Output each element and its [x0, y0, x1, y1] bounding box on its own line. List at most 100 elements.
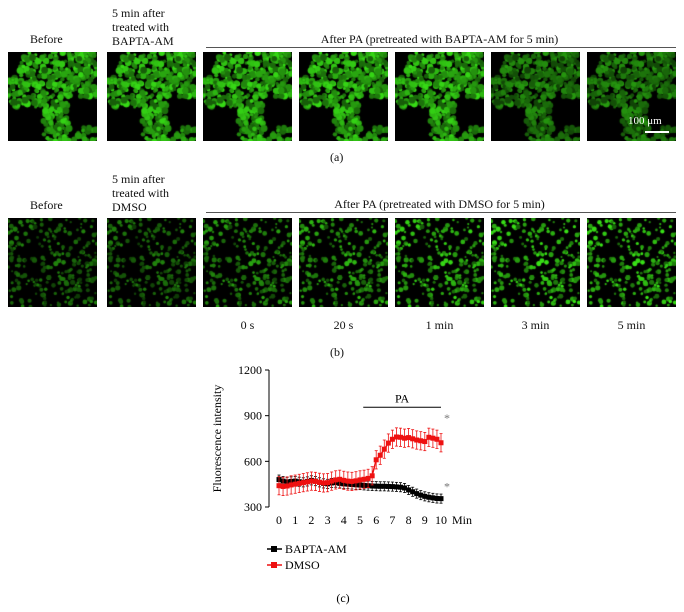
fluorescence-chart: 300 600 900 1200 0 1 2 3 4 5 6 7 8 9 10 Min Fluorescence… [210, 363, 472, 605]
legend-marker [271, 562, 277, 568]
data-point [345, 478, 351, 484]
micrograph-bapta-2 [203, 52, 292, 141]
label-pretreat-a: 5 min after treated with BAPTA-AM [112, 6, 174, 48]
data-point [385, 483, 391, 489]
x-tick-label: 1 [292, 513, 298, 527]
micrograph-bapta-1 [107, 52, 196, 141]
x-tick-label: 8 [406, 513, 412, 527]
data-point [369, 483, 375, 489]
significance-dmso: * [444, 411, 450, 425]
legend-label: DMSO [285, 558, 320, 572]
data-point [406, 435, 412, 441]
data-point [377, 483, 383, 489]
data-point [321, 480, 327, 486]
label-line: treated with [112, 186, 169, 200]
micrograph-dmso-6 [587, 218, 676, 307]
legend-label: BAPTA-AM [285, 542, 347, 556]
data-point [389, 484, 395, 490]
data-point [304, 479, 310, 485]
micrograph-bapta-3 [299, 52, 388, 141]
data-point [308, 478, 314, 484]
data-point [365, 475, 371, 481]
data-point [418, 438, 424, 444]
data-point [430, 435, 436, 441]
data-point [373, 457, 379, 463]
scale-bar [645, 131, 669, 133]
y-axis-label: Fluorescence intensity [210, 385, 224, 493]
data-point [284, 483, 290, 489]
scale-bar-label: 100 μm [628, 115, 662, 127]
micrograph-dmso-1 [107, 218, 196, 307]
data-point [398, 484, 403, 490]
data-point [410, 436, 416, 442]
caption-c: (c) [336, 591, 349, 605]
data-point [337, 476, 343, 482]
data-point [312, 478, 318, 484]
data-point [393, 484, 399, 490]
x-tick-label: 5 [357, 513, 363, 527]
data-point [381, 483, 387, 489]
x-tick-label: 10 [435, 513, 447, 527]
data-point [426, 434, 432, 440]
label-line: BAPTA-AM [112, 34, 174, 48]
data-point [292, 481, 298, 487]
data-point [410, 489, 416, 495]
time-label: 5 min [617, 318, 646, 332]
label-line: treated with [112, 20, 169, 34]
data-point [341, 477, 347, 483]
x-tick-label: 9 [422, 513, 428, 527]
x-tick-label: 6 [373, 513, 379, 527]
data-point [389, 436, 395, 442]
data-point [414, 491, 420, 497]
micrograph-dmso-4 [395, 218, 484, 307]
data-point [434, 495, 440, 501]
data-point [300, 480, 306, 486]
data-point [393, 434, 399, 440]
data-point [357, 477, 363, 483]
data-point [276, 483, 282, 489]
label-after-a: After PA (pretreated with BAPTA-AM for 5… [320, 32, 559, 46]
micrograph-dmso-3 [299, 218, 388, 307]
micrograph-bapta-4 [395, 52, 484, 141]
micrograph-dmso-2 [203, 218, 292, 307]
label-line: DMSO [112, 200, 147, 214]
data-point [438, 496, 444, 502]
data-point [373, 483, 379, 489]
data-point [402, 485, 408, 491]
x-axis-label: Min [452, 513, 472, 527]
data-point [369, 473, 375, 479]
y-tick-label: 900 [244, 409, 262, 423]
data-point [434, 436, 440, 442]
data-point [398, 434, 403, 440]
micrograph-dmso-0 [8, 218, 97, 307]
divider-a [206, 47, 676, 48]
label-line: 5 min after [112, 6, 165, 20]
data-point [422, 439, 428, 445]
label-pretreat-b: 5 min after treated with DMSO [112, 172, 169, 214]
data-point [288, 482, 294, 488]
data-point [402, 435, 408, 441]
micrograph-bapta-0 [8, 52, 97, 141]
data-point [349, 478, 355, 484]
label-before-b: Before [30, 198, 63, 212]
y-tick-label: 600 [244, 454, 262, 468]
x-tick-label: 2 [308, 513, 314, 527]
data-point [353, 478, 359, 484]
x-tick-label: 0 [276, 513, 282, 527]
data-point [377, 452, 383, 458]
data-point [430, 495, 436, 501]
data-point [317, 479, 322, 485]
data-point [325, 480, 331, 486]
label-line: 5 min after [112, 172, 165, 186]
divider-b [206, 212, 676, 213]
data-point [296, 480, 302, 486]
data-point [381, 446, 387, 452]
x-tick-label: 4 [341, 513, 347, 527]
data-point [418, 492, 424, 498]
label-after-b: After PA (pretreated with DMSO for 5 min… [334, 197, 545, 211]
data-point [361, 476, 367, 482]
micrograph-bapta-5 [491, 52, 580, 141]
data-point [333, 477, 339, 483]
y-tick-label: 1200 [238, 363, 262, 377]
time-label: 0 s [240, 318, 255, 332]
